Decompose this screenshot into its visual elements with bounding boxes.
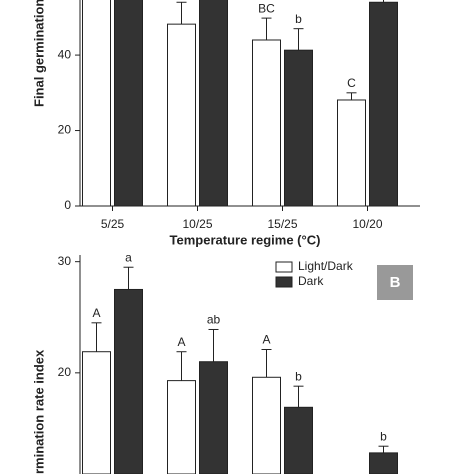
bar <box>199 361 228 474</box>
plot <box>82 0 398 206</box>
x-axis-label: Temperature regime (°C) <box>170 232 321 247</box>
legend-label: Dark <box>298 274 324 288</box>
data-label: BC <box>258 1 275 15</box>
panel-letter: B <box>390 274 401 291</box>
data-label: b <box>295 369 302 383</box>
plot <box>82 266 398 474</box>
data-label: b <box>380 429 387 443</box>
bar <box>369 452 398 474</box>
y-tick-label: 20 <box>58 365 72 379</box>
x-tick-label: 5/25 <box>101 217 125 231</box>
x-tick-label: 10/20 <box>352 217 382 231</box>
y-tick-label: 40 <box>58 47 72 61</box>
bar <box>284 49 313 206</box>
bar <box>82 351 111 474</box>
y-tick-label: 0 <box>64 198 71 212</box>
legend-swatch <box>275 276 293 288</box>
bar <box>369 1 398 206</box>
x-tick-label: 10/25 <box>182 217 212 231</box>
legend-label: Light/Dark <box>298 259 354 273</box>
bar <box>252 376 281 474</box>
bar <box>167 23 196 206</box>
y-axis-label: Final germination <box>31 0 46 107</box>
bar <box>199 0 228 206</box>
bar <box>337 99 366 206</box>
data-label: A <box>177 335 185 349</box>
bar <box>114 0 143 206</box>
bar <box>167 380 196 474</box>
x-tick-label: 15/25 <box>267 217 297 231</box>
data-label: a <box>125 250 132 264</box>
data-label: A <box>262 333 270 347</box>
y-axis-label: rmination rate index <box>31 349 46 474</box>
bar <box>284 406 313 474</box>
bar <box>114 288 143 474</box>
y-tick-label: 20 <box>58 123 72 137</box>
panel-box <box>377 265 413 300</box>
bar <box>252 39 281 206</box>
data-label: ab <box>207 313 221 327</box>
data-label: b <box>295 12 302 26</box>
y-tick-label: 30 <box>58 254 72 268</box>
data-label: C <box>347 76 356 90</box>
legend-swatch <box>275 261 293 273</box>
data-label: A <box>92 306 100 320</box>
bar <box>82 0 111 206</box>
